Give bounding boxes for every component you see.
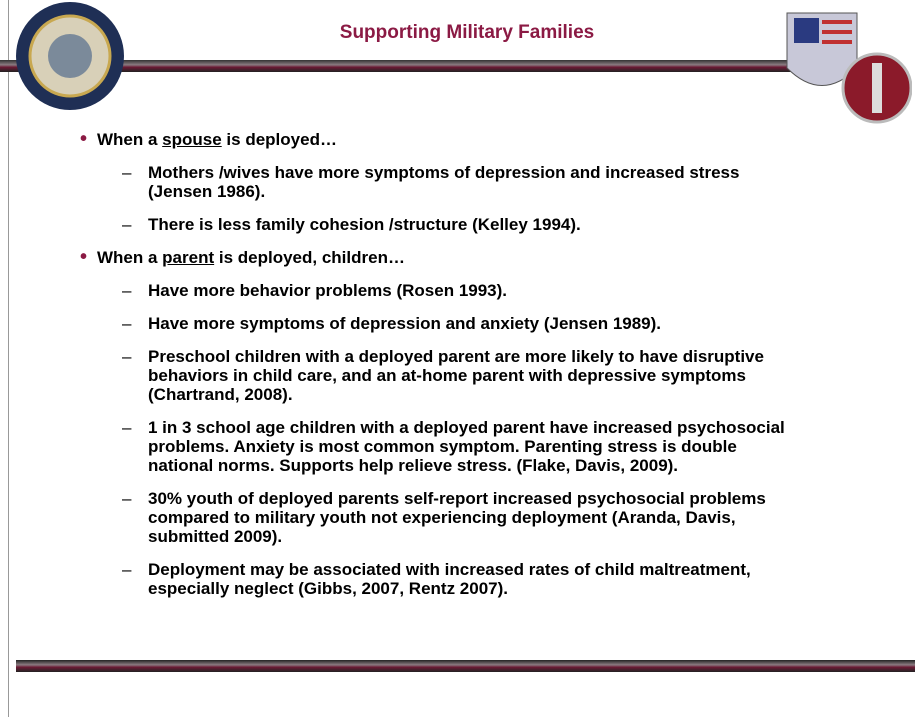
medical-logo [786,12,912,124]
content: When a spouse is deployed… Mothers /wives… [80,130,820,612]
seal-logo [16,2,124,110]
sub-item: 1 in 3 school age children with a deploy… [80,418,788,475]
sub-item: Have more behavior problems (Rosen 1993)… [80,281,788,300]
bullet: When a parent is deployed, children… [80,248,820,267]
bullet: When a spouse is deployed… [80,130,820,149]
bullet-text: When a [97,130,163,149]
sub-item: Have more symptoms of depression and anx… [80,314,788,333]
bullet-text: is deployed… [221,130,337,149]
header-bar [0,60,820,72]
bullet-text: is deployed, children… [214,248,405,267]
frame-line [8,0,9,717]
bullet-text: When a [97,248,163,267]
sub-item: Preschool children with a deployed paren… [80,347,788,404]
bullet-emphasis: parent [162,248,215,267]
footer-bar [16,660,915,672]
sub-item: 30% youth of deployed parents self-repor… [80,489,788,546]
sub-item: There is less family cohesion /structure… [80,215,788,234]
title: Supporting Military Families [339,22,595,43]
sub-item: Mothers /wives have more symptoms of dep… [80,163,788,201]
sub-item: Deployment may be associated with increa… [80,560,788,598]
bullet-emphasis: spouse [162,130,222,149]
